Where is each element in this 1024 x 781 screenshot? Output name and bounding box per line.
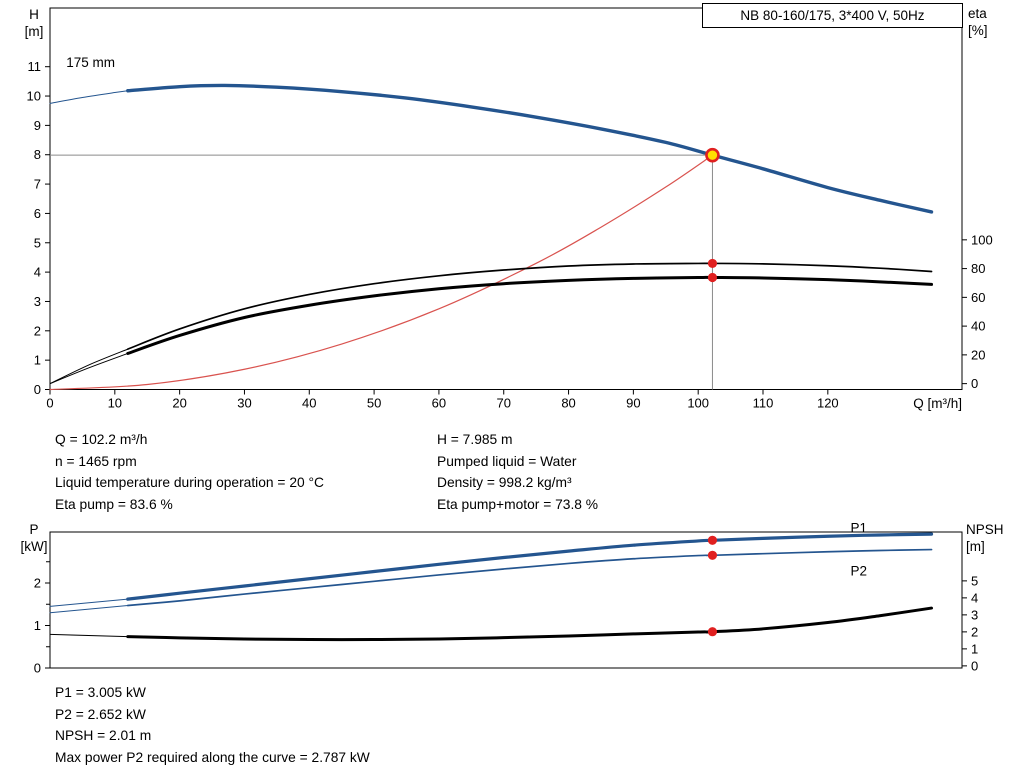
axis-tick-label: 9 [34, 118, 41, 133]
duty-info-left-column: Q = 102.2 m³/h n = 1465 rpm Liquid tempe… [55, 429, 324, 515]
axis-tick-label: 1 [34, 618, 41, 633]
axis-tick-label: 4 [971, 590, 978, 605]
axis-tick-label: 0 [46, 396, 53, 411]
axis-tick-label: 20 [172, 396, 186, 411]
annotation-175-mm: 175 mm [66, 55, 115, 70]
axis-tick-label: 0 [971, 376, 978, 391]
axis-tick-label: 50 [367, 396, 381, 411]
p2-power-curve [126, 548, 933, 607]
axis-tick-label: 70 [496, 396, 510, 411]
axis-tick-label: 30 [237, 396, 251, 411]
p1-power-thin-lead [49, 598, 129, 607]
axis-tick-label: 7 [34, 177, 41, 192]
info-line-temperature: Liquid temperature during operation = 20… [55, 475, 324, 490]
axis-tick-label: 1 [34, 353, 41, 368]
info-line-eta-pump: Eta pump = 83.6 % [55, 496, 173, 512]
axis-tick-label: 100 [687, 396, 709, 411]
p2-power-thin-lead [49, 605, 129, 614]
duty-point-marker [705, 147, 720, 163]
axis-tick-label: 10 [108, 396, 122, 411]
eta-pump-thin-lead [49, 348, 129, 385]
info-line-density: Density = 998.2 kg/m³ [437, 475, 572, 490]
axis-tick-label: 40 [971, 319, 985, 334]
duty-info-right-column: H = 7.985 m Pumped liquid = Water Densit… [437, 429, 598, 515]
npsh-axis-label: NPSH [m] [966, 521, 1020, 555]
h-axis-label-line2: [m] [24, 24, 44, 39]
axis-tick-label: 1 [971, 641, 978, 656]
annotation-p1: P1 [851, 520, 868, 535]
pump-model-title-box: NB 80-160/175, 3*400 V, 50Hz [702, 3, 963, 28]
eta-pump-motor-thin-lead [49, 352, 129, 385]
axis-tick-label: 0 [34, 382, 41, 397]
duty-dot-marker [707, 550, 718, 560]
plot-frame [49, 7, 963, 390]
p-axis-label: P [kW] [16, 521, 52, 555]
info-line-flow: Q = 102.2 m³/h [55, 432, 148, 447]
info-line-p1: P1 = 3.005 kW [55, 685, 146, 700]
axis-tick-label: 4 [34, 265, 41, 280]
axis-tick-label: 5 [971, 573, 978, 588]
info-line-eta-pump-motor: Eta pump+motor = 73.8 % [437, 496, 599, 512]
eta-axis-label-line2: [%] [968, 23, 988, 38]
plot-frame [49, 531, 963, 669]
eta-axis-label-line1: eta [968, 6, 987, 21]
axis-tick-label: 3 [34, 294, 41, 309]
axis-tick-label: 80 [561, 396, 575, 411]
p1-power-curve [126, 532, 934, 601]
axis-tick-label: 0 [34, 661, 41, 676]
h-axis-label-line1: H [29, 7, 39, 22]
info-line-p2: P2 = 2.652 kW [55, 706, 146, 722]
axis-tick-label: 90 [626, 396, 640, 411]
duty-dot-marker [707, 272, 718, 283]
axis-tick-label: 110 [753, 396, 774, 411]
axis-tick-label: 60 [971, 290, 985, 305]
info-line-head: H = 7.985 m [437, 432, 513, 447]
info-line-max-power: Max power P2 required along the curve = … [55, 749, 370, 765]
axis-tick-label: 10 [27, 89, 41, 104]
system-curve-curve [49, 154, 714, 391]
power-info-block: P1 = 3.005 kW P2 = 2.652 kW NPSH = 2.01 … [55, 682, 370, 768]
eta-pump-motor-curve [126, 275, 934, 355]
axis-tick-label: 20 [971, 347, 985, 362]
axis-tick-label: 3 [971, 607, 978, 622]
npsh-curve-curve [126, 606, 934, 642]
info-line-speed: n = 1465 rpm [55, 453, 137, 469]
p-axis-label-line1: P [29, 522, 39, 537]
axis-tick-label: 0 [971, 658, 978, 673]
axis-tick-label: 11 [28, 59, 42, 74]
duty-dot-marker [707, 627, 718, 637]
axis-tick-label: 100 [971, 232, 993, 247]
axis-tick-label: 40 [302, 396, 316, 411]
annotation-p2: P2 [851, 564, 868, 579]
axis-tick-label: 2 [971, 624, 978, 639]
info-line-liquid: Pumped liquid = Water [437, 453, 577, 469]
q-axis-label: Q [m³/h] [913, 396, 962, 411]
axis-tick-label: 8 [34, 147, 41, 162]
axis-tick-label: 120 [817, 396, 839, 411]
eta-axis-label: eta [%] [968, 5, 1012, 39]
power-npsh-chart: 0 1 2 0 1 2 3 4 5 P1 P2 [34, 520, 978, 675]
axis-tick-label: 6 [34, 206, 41, 221]
eta-pump-curve [126, 262, 933, 350]
npsh-axis-label-line2: [m] [966, 539, 985, 554]
npsh-axis-label-line1: NPSH [966, 522, 1004, 537]
axis-tick-label: 2 [34, 576, 41, 591]
duty-dot-marker [707, 535, 718, 545]
duty-dot-marker [707, 258, 718, 269]
axis-tick-label: 2 [34, 323, 41, 338]
npsh-curve-thin-lead [49, 633, 129, 638]
head-175mm-curve [126, 83, 934, 214]
h-axis-label: H [m] [20, 6, 48, 40]
axis-tick-label: 60 [432, 396, 446, 411]
head-175mm-thin-lead [49, 90, 129, 104]
axis-tick-label: 80 [971, 261, 985, 276]
axis-tick-label: 5 [34, 235, 41, 250]
p-axis-label-line2: [kW] [20, 539, 48, 554]
info-line-npsh: NPSH = 2.01 m [55, 728, 152, 743]
